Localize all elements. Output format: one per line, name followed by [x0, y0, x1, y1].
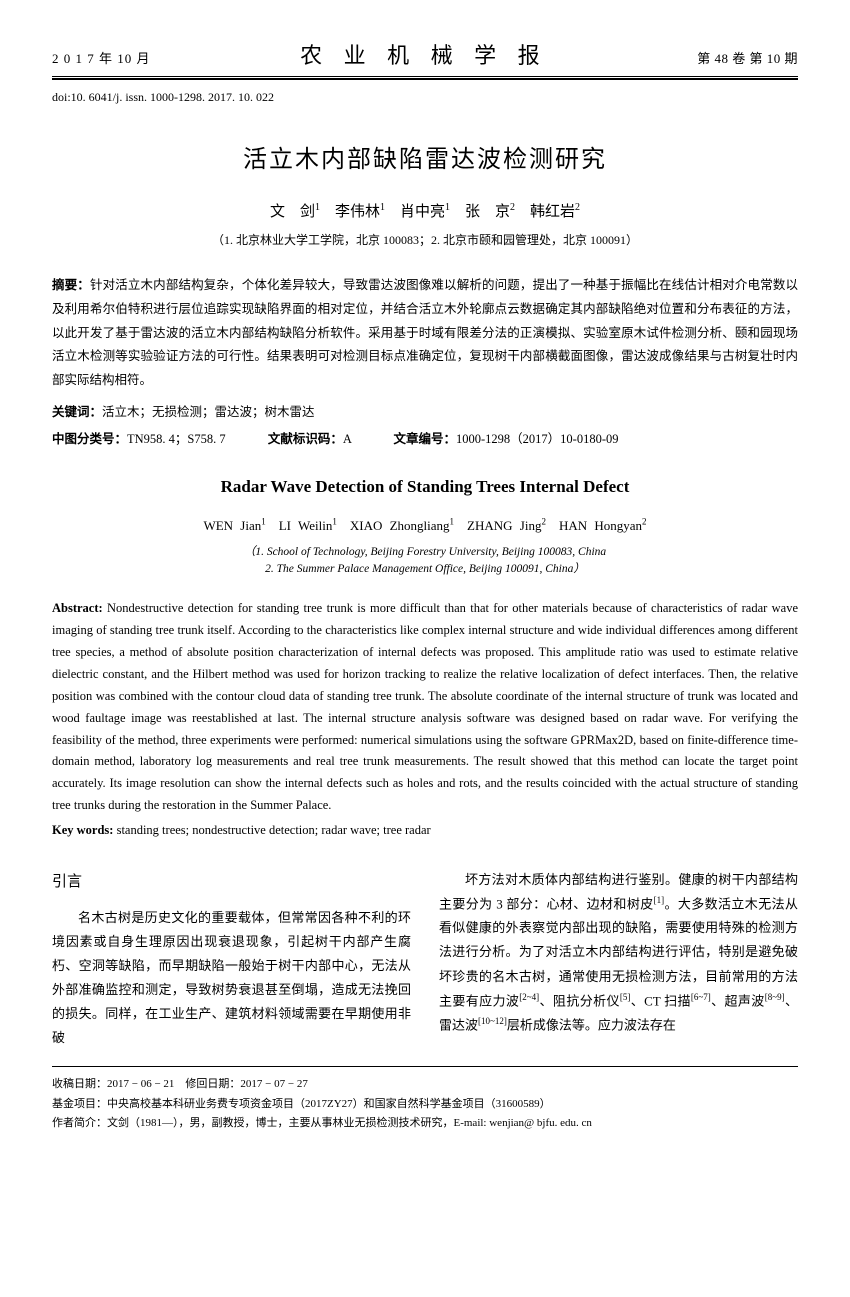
doc-code-value: A	[343, 432, 351, 446]
article-id-value: 1000-1298（2017）10-0180-09	[456, 432, 619, 446]
footer-fund: 基金项目：中央高校基本科研业务费专项资金项目（2017ZY27）和国家自然科学基…	[52, 1095, 798, 1114]
authors-english: WEN Jian1 LI Weilin1 XIAO Zhongliang1 ZH…	[52, 515, 798, 534]
intro-para-left: 名木古树是历史文化的重要载体，但常常因各种不利的环境因素或自身生理原因出现衰退现…	[52, 906, 411, 1050]
doc-code-label: 文献标识码：	[268, 432, 343, 446]
affil-en-2: 2. The Summer Palace Management Office, …	[52, 561, 798, 578]
header-issue: 第 48 卷 第 10 期	[697, 48, 798, 67]
title-english: Radar Wave Detection of Standing Trees I…	[52, 477, 798, 497]
affiliations-english: （1. School of Technology, Beijing Forest…	[52, 544, 798, 579]
clc-value: TN958. 4；S758. 7	[127, 432, 226, 446]
affiliations-chinese: （1. 北京林业大学工学院，北京 100083；2. 北京市颐和园管理处，北京 …	[52, 231, 798, 248]
abstract-en-label: Abstract:	[52, 601, 107, 615]
clc-label: 中图分类号：	[52, 432, 127, 446]
footer-dates: 收稿日期：2017 − 06 − 21 修回日期：2017 − 07 − 27	[52, 1075, 798, 1094]
abstract-chinese: 摘要：针对活立木内部结构复杂，个体化差异较大，导致雷达波图像难以解析的问题，提出…	[52, 274, 798, 393]
article-id-label: 文章编号：	[394, 432, 457, 446]
abstract-cn-text: 针对活立木内部结构复杂，个体化差异较大，导致雷达波图像难以解析的问题，提出了一种…	[52, 278, 798, 387]
footer-author: 作者简介：文剑（1981—），男，副教授，博士，主要从事林业无损检测技术研究，E…	[52, 1114, 798, 1133]
abstract-en-text: Nondestructive detection for standing tr…	[52, 601, 798, 812]
classification-row: 中图分类号：TN958. 4；S758. 7 文献标识码：A 文章编号：1000…	[52, 428, 798, 447]
intro-para-right: 坏方法对木质体内部结构进行鉴别。健康的树干内部结构主要分为 3 部分：心材、边材…	[439, 868, 798, 1037]
kw-en-label: Key words:	[52, 823, 117, 837]
header-date: 2 0 1 7 年 10 月	[52, 48, 151, 67]
intro-heading: 引言	[52, 868, 411, 896]
footer-block: 收稿日期：2017 − 06 − 21 修回日期：2017 − 07 − 27 …	[52, 1075, 798, 1133]
authors-chinese: 文 剑1 李伟林1 肖中亮1 张 京2 韩红岩2	[52, 200, 798, 221]
running-header: 2 0 1 7 年 10 月 农 业 机 械 学 报 第 48 卷 第 10 期	[52, 38, 798, 70]
title-chinese: 活立木内部缺陷雷达波检测研究	[52, 139, 798, 174]
abstract-cn-label: 摘要：	[52, 278, 90, 292]
right-column: 坏方法对木质体内部结构进行鉴别。健康的树干内部结构主要分为 3 部分：心材、边材…	[439, 868, 798, 1050]
footer-rule	[52, 1066, 798, 1067]
abstract-english: Abstract: Nondestructive detection for s…	[52, 598, 798, 817]
header-rule	[52, 76, 798, 80]
body-columns: 引言 名木古树是历史文化的重要载体，但常常因各种不利的环境因素或自身生理原因出现…	[52, 868, 798, 1050]
kw-en-text: standing trees; nondestructive detection…	[117, 823, 431, 837]
keywords-chinese: 关键词：活立木；无损检测；雷达波；树木雷达	[52, 401, 798, 420]
affil-en-1: （1. School of Technology, Beijing Forest…	[52, 544, 798, 561]
keywords-english: Key words: standing trees; nondestructiv…	[52, 823, 798, 838]
left-column: 引言 名木古树是历史文化的重要载体，但常常因各种不利的环境因素或自身生理原因出现…	[52, 868, 411, 1050]
kw-cn-label: 关键词：	[52, 405, 102, 419]
journal-name: 农 业 机 械 学 报	[300, 38, 548, 70]
kw-cn-text: 活立木；无损检测；雷达波；树木雷达	[102, 405, 315, 419]
doi: doi:10. 6041/j. issn. 1000-1298. 2017. 1…	[52, 90, 798, 105]
